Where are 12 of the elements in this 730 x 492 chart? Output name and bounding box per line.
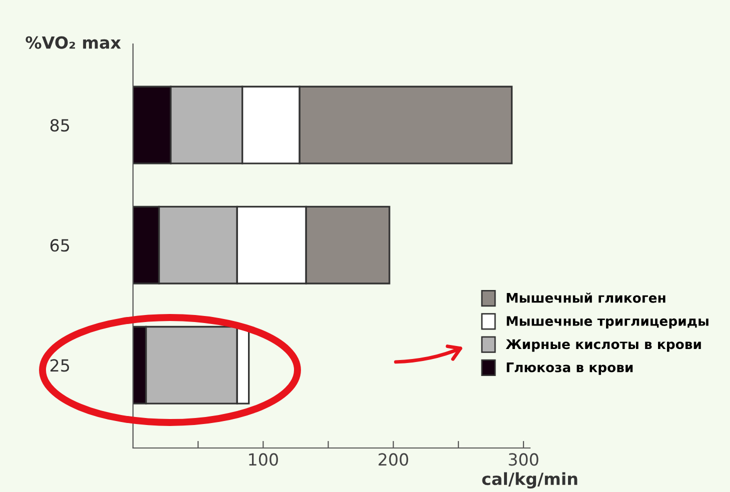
- y-tick-label: 65: [50, 239, 70, 252]
- x-tick-label: 100: [249, 453, 278, 466]
- y-tick-label: 85: [50, 119, 70, 132]
- legend-label: Глюкоза в крови: [506, 362, 633, 375]
- legend-label: Мышечный гликоген: [506, 292, 666, 303]
- x-axis-title: cal/kg/min: [482, 472, 578, 488]
- x-tick-label: 200: [378, 453, 408, 466]
- legend-label: Жирные кислоты в крови: [506, 339, 701, 352]
- legend-label: Мышечные триглицериды: [506, 316, 708, 329]
- y-axis-title: %VO₂ max: [26, 36, 121, 49]
- y-tick-label: 25: [50, 359, 70, 372]
- x-tick-label: 300: [508, 453, 538, 466]
